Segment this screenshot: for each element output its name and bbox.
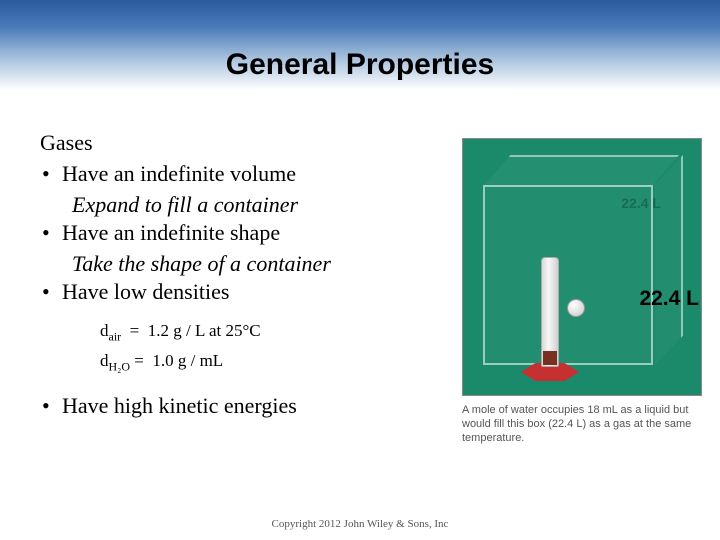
volume-label-bold: 22.4 L [639, 287, 699, 311]
bullet-item: Have high kinetic energies [40, 393, 440, 419]
indent-line: Expand to fill a container [72, 191, 440, 220]
gas-box-icon [483, 155, 683, 385]
graduated-cylinder-icon [541, 257, 559, 367]
density-equations: dair = 1.2 g / L at 25°C dH₂O = 1.0 g / … [100, 317, 440, 377]
equation-h2o: dH₂O = 1.0 g / mL [100, 347, 440, 377]
bullet-item: Have low densities [40, 278, 440, 307]
bullet-list: Have high kinetic energies [40, 393, 440, 419]
figure-image: 22.4 L 22.4 L [462, 138, 702, 396]
equation-air: dair = 1.2 g / L at 25°C [100, 317, 440, 347]
content-area: Gases Have an indefinite volume Expand t… [40, 130, 440, 419]
subheading: Gases [40, 130, 440, 156]
flask-icon [567, 299, 585, 317]
liquid-fill [543, 351, 557, 365]
copyright-footer: Copyright 2012 John Wiley & Sons, Inc [0, 518, 720, 530]
bullet-list: Have low densities [40, 278, 440, 307]
bullet-item: Have an indefinite volume [40, 160, 440, 189]
volume-label-faint: 22.4 L [621, 195, 661, 211]
bullet-list: Have an indefinite volume [40, 160, 440, 189]
figure-panel: 22.4 L 22.4 L A mole of water occupies 1… [462, 138, 702, 445]
bullet-list: Have an indefinite shape [40, 219, 440, 248]
indent-line: Take the shape of a container [72, 250, 440, 279]
slide-title: General Properties [0, 48, 720, 82]
bullet-item: Have an indefinite shape [40, 219, 440, 248]
figure-caption: A mole of water occupies 18 mL as a liqu… [462, 404, 702, 445]
